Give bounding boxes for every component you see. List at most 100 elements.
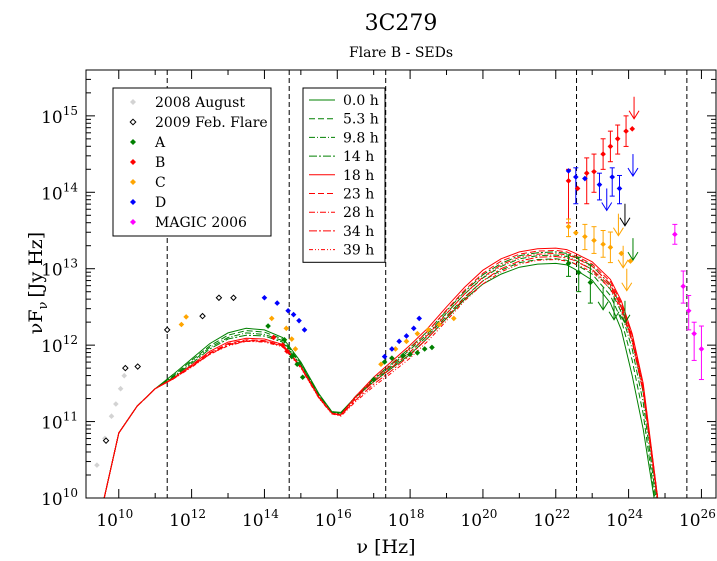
upper-limit-arrowhead [601, 202, 613, 212]
legend-label: 2009 Feb. Flare [155, 115, 268, 131]
x-tick-label: 1010 [96, 507, 133, 531]
y-tick-label: 1015 [41, 104, 78, 128]
model-curve [103, 262, 655, 498]
data-point [270, 334, 277, 341]
legend-marker [130, 199, 136, 205]
legend-label: 0.0 h [343, 93, 379, 109]
data-point [600, 241, 606, 248]
upper-limit-arrowhead [627, 167, 639, 178]
legend-marker [130, 219, 136, 225]
model-curve [103, 249, 659, 498]
data-point [574, 185, 581, 192]
data-point [403, 338, 410, 345]
data-point [672, 231, 678, 238]
x-tick-label: 1022 [533, 507, 570, 531]
x-tick-exponent: 26 [701, 507, 716, 521]
chart-title: 3C279 [365, 11, 438, 36]
y-tick-base: 10 [41, 261, 63, 281]
data-point [616, 185, 623, 192]
model-curve [103, 251, 658, 498]
data-point [378, 361, 384, 368]
data-point [381, 359, 388, 365]
y-axis-label-main: νF [25, 309, 47, 334]
x-tick-exponent: 24 [628, 507, 644, 521]
x-tick-base: 10 [169, 511, 191, 531]
data-point [199, 312, 206, 320]
y-tick-base: 10 [41, 490, 63, 510]
data-point [108, 413, 115, 420]
data-point [698, 346, 705, 352]
y-tick-label: 1014 [41, 180, 78, 204]
legend-marker [130, 159, 136, 165]
upper-limit-arrowhead [612, 227, 624, 237]
legend-label: 39 h [343, 243, 374, 259]
data-point [609, 174, 616, 180]
data-point [370, 376, 377, 383]
model-curve [103, 255, 658, 498]
data-point [451, 315, 457, 322]
x-tick-exponent: 16 [336, 507, 351, 521]
data-point [575, 269, 582, 276]
data-point [629, 126, 636, 132]
y-tick-exponent: 12 [63, 333, 78, 347]
data-point [680, 283, 687, 290]
data-point [121, 372, 128, 379]
data-point [587, 279, 594, 286]
data-point [565, 168, 572, 174]
data-point [400, 353, 406, 359]
series-layer [94, 70, 705, 498]
data-point [279, 342, 286, 348]
data-point [572, 174, 579, 180]
data-point [392, 346, 399, 352]
plot-frame [85, 69, 717, 499]
data-point [274, 300, 280, 306]
x-tick-label: 1024 [606, 507, 643, 531]
legend-label: 9.8 h [343, 130, 379, 146]
y-tick-label: 1010 [41, 486, 78, 510]
data-point [290, 311, 297, 318]
legend-label: 5.3 h [343, 112, 379, 128]
data-point [122, 364, 129, 372]
x-tick-base: 10 [315, 511, 337, 531]
legend-label: C [155, 175, 166, 191]
data-point [283, 325, 290, 332]
data-point [421, 346, 428, 352]
x-tick-label: 1012 [169, 507, 206, 531]
x-tick-exponent: 18 [409, 507, 424, 521]
data-point [389, 346, 395, 352]
data-point [623, 128, 629, 134]
data-point [281, 336, 288, 343]
y-tick-exponent: 13 [63, 257, 78, 271]
x-tick-base: 10 [533, 511, 555, 531]
data-point [572, 229, 579, 236]
model-curve [103, 258, 658, 498]
y-tick-base: 10 [41, 414, 63, 434]
upper-limit-arrowhead [597, 301, 609, 311]
y-tick-exponent: 15 [63, 104, 78, 118]
x-tick-base: 10 [96, 511, 118, 531]
x-tick-base: 10 [679, 511, 701, 531]
data-point [102, 437, 110, 444]
data-point [416, 315, 423, 322]
y-tick-base: 10 [41, 184, 63, 204]
x-tick-exponent: 12 [191, 507, 206, 521]
y-tick-exponent: 10 [63, 486, 78, 500]
data-point [607, 143, 614, 150]
legend-label: 34 h [343, 224, 374, 240]
x-tick-exponent: 14 [264, 507, 280, 521]
data-point [288, 353, 295, 360]
x-tick-label: 1020 [460, 507, 497, 531]
chart-subtitle: Flare B - SEDs [349, 45, 453, 61]
data-point [591, 168, 597, 175]
data-point [596, 181, 603, 188]
upper-limit-arrowhead [619, 314, 631, 324]
legend-label: B [155, 155, 165, 171]
legend-label: 23 h [343, 187, 374, 203]
data-point [178, 321, 185, 328]
legend-label: 2008 August [155, 95, 245, 111]
frame-layer: 1010 1012 1014 1016 1018 1020 1022 1024 10261010… [41, 69, 717, 531]
x-tick-label: 1016 [315, 507, 352, 531]
x-tick-base: 10 [388, 511, 410, 531]
data-point [396, 338, 402, 345]
